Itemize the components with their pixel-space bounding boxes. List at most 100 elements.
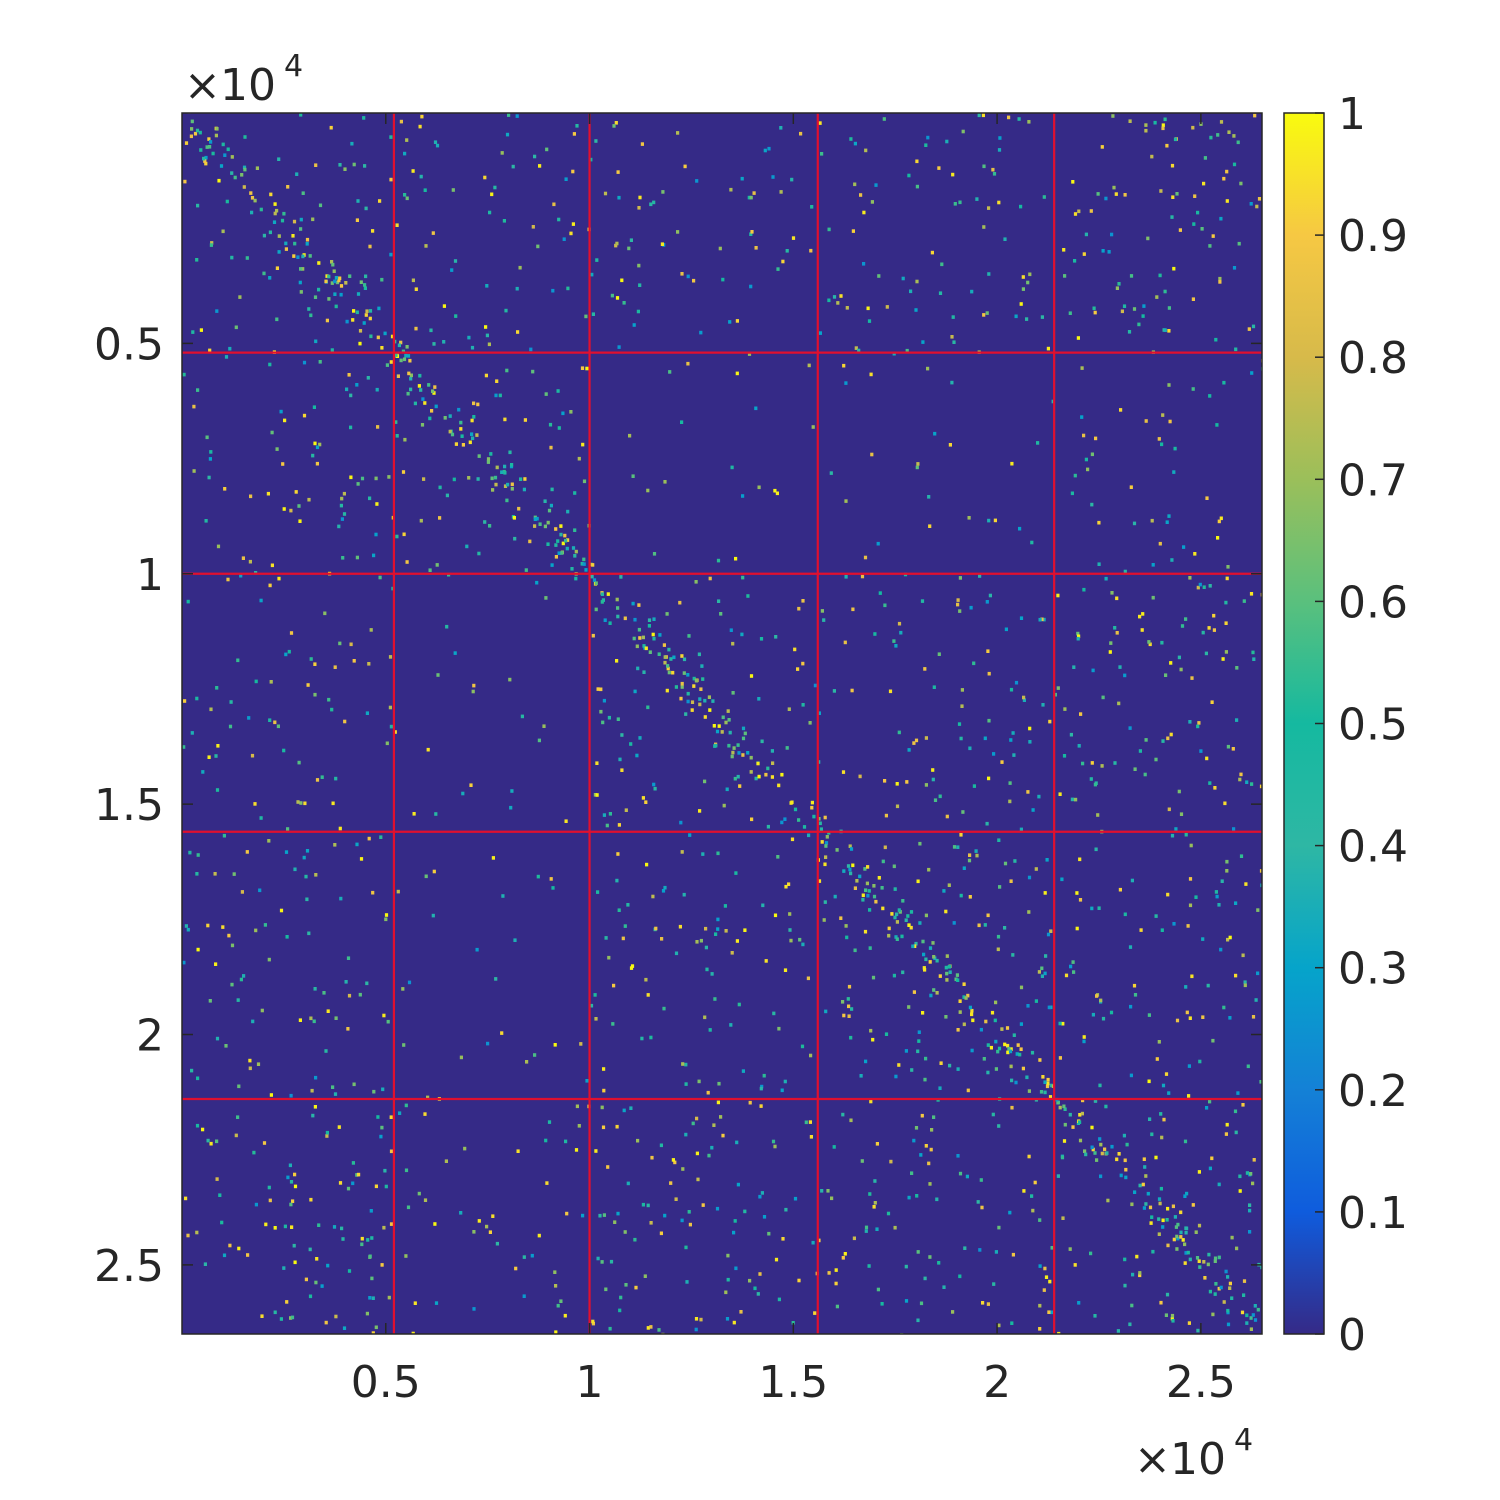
matrix-entry	[556, 389, 560, 393]
matrix-entry	[545, 1181, 549, 1185]
matrix-entry	[467, 335, 471, 340]
matrix-entry	[944, 1015, 948, 1019]
matrix-entry	[1163, 328, 1167, 332]
matrix-entry	[916, 1049, 920, 1054]
matrix-entry	[649, 202, 653, 207]
matrix-entry	[207, 755, 211, 759]
matrix-entry	[1208, 1289, 1212, 1294]
matrix-entry	[259, 816, 263, 820]
matrix-entry	[692, 676, 696, 681]
matrix-entry	[236, 998, 240, 1002]
matrix-entry	[727, 743, 731, 748]
matrix-entry	[674, 685, 678, 689]
matrix-entry	[280, 218, 285, 223]
matrix-entry	[1222, 1005, 1226, 1010]
matrix-entry	[682, 892, 686, 897]
matrix-entry	[956, 845, 960, 849]
matrix-entry	[733, 1219, 737, 1223]
matrix-entry	[688, 833, 692, 837]
matrix-entry	[471, 689, 475, 694]
matrix-entry	[409, 373, 413, 378]
matrix-entry	[516, 330, 520, 334]
matrix-entry	[1207, 1252, 1211, 1257]
matrix-entry	[332, 269, 336, 273]
matrix-entry	[1097, 520, 1101, 525]
matrix-entry	[343, 167, 347, 171]
matrix-entry	[1139, 928, 1143, 932]
matrix-entry	[314, 1075, 318, 1080]
matrix-entry	[623, 924, 627, 928]
matrix-entry	[723, 904, 727, 908]
matrix-entry	[552, 202, 556, 207]
matrix-entry	[565, 1211, 569, 1216]
matrix-entry	[450, 432, 455, 437]
matrix-entry	[503, 464, 507, 469]
matrix-entry	[747, 352, 752, 356]
matrix-entry	[255, 166, 259, 170]
matrix-entry	[500, 151, 504, 155]
matrix-entry	[703, 779, 707, 784]
matrix-entry	[1030, 1194, 1034, 1198]
matrix-entry	[730, 754, 734, 759]
y-axis-exponent: × 10 4	[184, 49, 303, 111]
matrix-entry	[503, 484, 508, 488]
matrix-entry	[1123, 673, 1127, 678]
matrix-entry	[374, 532, 378, 537]
matrix-entry	[1230, 1235, 1234, 1240]
matrix-entry	[817, 879, 822, 883]
matrix-entry	[895, 937, 899, 941]
matrix-entry	[727, 718, 731, 722]
matrix-entry	[615, 1124, 619, 1129]
matrix-entry	[1239, 772, 1243, 777]
matrix-entry	[371, 229, 375, 233]
matrix-entry	[770, 775, 774, 779]
matrix-entry	[646, 1203, 650, 1208]
matrix-entry	[962, 982, 966, 986]
matrix-entry	[510, 463, 514, 467]
y-tick-label: 0.5	[94, 319, 164, 370]
matrix-entry	[1133, 993, 1138, 997]
matrix-entry	[396, 889, 400, 894]
matrix-entry	[868, 946, 872, 950]
matrix-entry	[1215, 423, 1219, 427]
matrix-entry	[287, 649, 291, 654]
matrix-entry	[1127, 330, 1132, 334]
matrix-entry	[247, 716, 251, 720]
matrix-entry	[1138, 614, 1142, 619]
matrix-entry	[1078, 898, 1083, 902]
matrix-entry	[721, 1133, 725, 1138]
matrix-entry	[942, 1285, 946, 1289]
matrix-entry	[899, 630, 903, 635]
matrix-entry	[383, 331, 387, 336]
matrix-entry	[958, 1171, 963, 1176]
matrix-entry	[880, 1302, 884, 1306]
block-boundaries	[182, 113, 1262, 1334]
matrix-entry	[1041, 703, 1045, 707]
matrix-entry	[228, 724, 233, 729]
matrix-entry	[686, 274, 690, 279]
matrix-entry	[324, 1049, 328, 1053]
matrix-entry	[1184, 832, 1188, 837]
matrix-entry	[686, 699, 690, 704]
matrix-entry	[1170, 215, 1174, 219]
matrix-entry	[997, 838, 1001, 842]
matrix-entry	[209, 450, 213, 454]
matrix-entry	[276, 724, 280, 729]
matrix-entry	[1060, 1155, 1065, 1160]
matrix-entry	[345, 319, 349, 324]
matrix-entry	[1003, 861, 1008, 866]
matrix-entry	[924, 783, 928, 787]
matrix-entry	[1228, 935, 1232, 940]
matrix-entry	[635, 644, 639, 649]
matrix-entry	[880, 886, 884, 890]
matrix-entry	[221, 229, 225, 234]
matrix-entry	[737, 751, 741, 755]
matrix-entry	[1077, 744, 1081, 748]
matrix-entry	[1183, 1261, 1187, 1265]
matrix-entry	[215, 686, 219, 690]
matrix-entry	[545, 147, 549, 152]
matrix-entry	[1123, 1257, 1127, 1262]
x-tick-label: 1	[576, 1357, 604, 1408]
matrix-entry	[1099, 1142, 1103, 1147]
matrix-entry	[671, 1158, 675, 1162]
